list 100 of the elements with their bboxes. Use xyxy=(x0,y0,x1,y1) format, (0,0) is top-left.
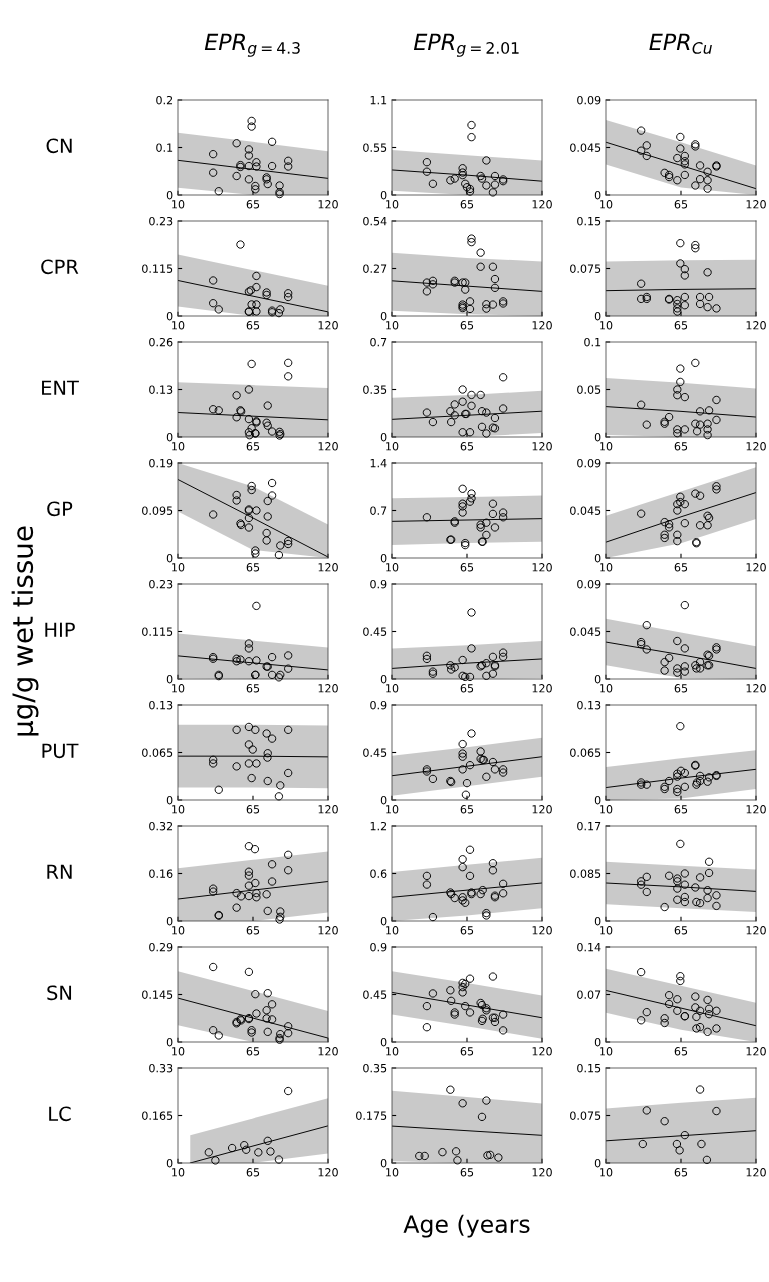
x-tick-label: 10 xyxy=(600,563,613,572)
x-tick-label: 10 xyxy=(172,1168,185,1177)
y-tick-label: 0.19 xyxy=(149,458,173,468)
y-tick-label: 0.065 xyxy=(570,748,601,757)
x-tick-label: 65 xyxy=(674,684,688,693)
y-tick-label: 0 xyxy=(380,190,387,200)
x-tick-label: 10 xyxy=(386,321,399,330)
x-tick-label: 65 xyxy=(246,1047,260,1056)
y-tick-label: 0.9 xyxy=(370,579,387,589)
x-tick-label: 65 xyxy=(460,1168,474,1177)
x-tick-label: 10 xyxy=(386,563,399,572)
y-tick-label: 0 xyxy=(166,916,173,926)
y-tick-label: 0 xyxy=(594,795,601,805)
x-tick-label: 10 xyxy=(172,805,185,814)
y-tick-label: 0.165 xyxy=(142,1111,173,1120)
x-tick-label: 120 xyxy=(318,321,338,330)
x-tick-label: 65 xyxy=(460,442,474,451)
text: ENT xyxy=(42,380,79,395)
y-tick-label: 0 xyxy=(380,795,387,805)
x-tick-label: 120 xyxy=(532,200,552,209)
y-tick-label: 0.7 xyxy=(370,506,387,515)
y-tick-label: 0.09 xyxy=(577,95,601,105)
chart-title: EPR$_{g=4.3}$ xyxy=(204,33,300,57)
y-tick-label: 0 xyxy=(166,432,173,442)
x-tick-label: 120 xyxy=(746,684,766,693)
text: CN xyxy=(46,138,72,154)
x-tick-label: 65 xyxy=(246,442,260,451)
y-tick-label: 0 xyxy=(380,553,387,563)
x-tick-label: 120 xyxy=(532,926,552,935)
text: CPR xyxy=(41,259,79,275)
x-tick-label: 65 xyxy=(460,200,474,209)
text: GP xyxy=(47,501,73,517)
x-tick-label: 120 xyxy=(318,200,338,209)
y-tick-label: 0.07 xyxy=(577,990,601,999)
x-tick-label: 10 xyxy=(600,1168,613,1177)
x-tick-label: 120 xyxy=(318,563,338,572)
y-tick-label: 0.115 xyxy=(142,627,173,636)
text: PUT xyxy=(42,743,79,759)
x-tick-label: 120 xyxy=(318,442,338,451)
x-tick-label: 120 xyxy=(746,442,766,451)
x-tick-label: 65 xyxy=(246,1168,260,1177)
y-tick-label: 0.045 xyxy=(570,627,601,636)
x-tick-label: 120 xyxy=(532,1047,552,1056)
x-axis-title: Age (years xyxy=(403,1214,530,1238)
y-tick-label: 0.075 xyxy=(570,1111,601,1120)
x-tick-label: 120 xyxy=(318,684,338,693)
x-tick-label: 10 xyxy=(600,321,613,330)
x-tick-label: 120 xyxy=(746,321,766,330)
y-tick-label: 0 xyxy=(380,311,387,321)
x-tick-label: 120 xyxy=(532,1168,552,1177)
x-tick-label: 10 xyxy=(172,926,185,935)
y-tick-label: 0.45 xyxy=(363,990,387,999)
y-tick-label: 0 xyxy=(380,1037,387,1047)
y-tick-label: 1.2 xyxy=(370,821,387,831)
y-tick-label: 0.14 xyxy=(577,942,601,952)
x-tick-label: 65 xyxy=(460,805,474,814)
x-tick-label: 120 xyxy=(532,321,552,330)
x-tick-label: 120 xyxy=(746,1168,766,1177)
y-tick-label: 0.17 xyxy=(577,821,601,831)
y-tick-label: 0.26 xyxy=(149,337,173,347)
x-tick-label: 65 xyxy=(674,805,688,814)
y-tick-label: 0.09 xyxy=(577,579,601,589)
x-tick-label: 65 xyxy=(246,926,260,935)
y-tick-label: 0.29 xyxy=(149,942,173,952)
y-tick-label: 0.145 xyxy=(142,990,173,999)
x-tick-label: 10 xyxy=(600,926,613,935)
y-tick-label: 0.45 xyxy=(363,627,387,636)
y-tick-label: 0.35 xyxy=(363,385,387,394)
y-tick-label: 0 xyxy=(166,311,173,321)
x-tick-label: 10 xyxy=(600,684,613,693)
y-tick-label: 0 xyxy=(380,916,387,926)
y-tick-label: 0 xyxy=(594,916,601,926)
y-tick-label: 0 xyxy=(380,674,387,684)
y-tick-label: 0 xyxy=(594,1037,601,1047)
y-tick-label: 0.095 xyxy=(142,506,173,515)
y-tick-label: 0 xyxy=(166,795,173,805)
x-tick-label: 10 xyxy=(600,1047,613,1056)
x-tick-label: 120 xyxy=(318,805,338,814)
x-tick-label: 120 xyxy=(532,805,552,814)
text: RN xyxy=(47,864,72,879)
x-tick-label: 65 xyxy=(460,1047,474,1056)
y-tick-label: 0.1 xyxy=(584,337,601,347)
y-tick-label: 0 xyxy=(166,553,173,563)
y-tick-label: 0 xyxy=(380,1158,387,1168)
x-tick-label: 10 xyxy=(386,442,399,451)
x-tick-label: 10 xyxy=(600,442,613,451)
x-tick-label: 120 xyxy=(746,1047,766,1056)
x-tick-label: 65 xyxy=(246,684,260,693)
x-tick-label: 65 xyxy=(674,321,688,330)
y-tick-label: 0.1 xyxy=(156,143,173,152)
y-tick-label: 0.54 xyxy=(363,216,387,226)
y-tick-label: 0 xyxy=(166,1158,173,1168)
y-tick-label: 0.13 xyxy=(149,385,173,394)
x-tick-label: 120 xyxy=(746,926,766,935)
chart-title: EPR$_{Cu}$ xyxy=(649,33,712,54)
x-tick-label: 10 xyxy=(172,442,185,451)
y-axis-title: µg/g wet tissue xyxy=(11,526,39,736)
x-tick-label: 120 xyxy=(318,1047,338,1056)
x-tick-label: 120 xyxy=(746,563,766,572)
y-tick-label: 1.4 xyxy=(370,459,387,468)
